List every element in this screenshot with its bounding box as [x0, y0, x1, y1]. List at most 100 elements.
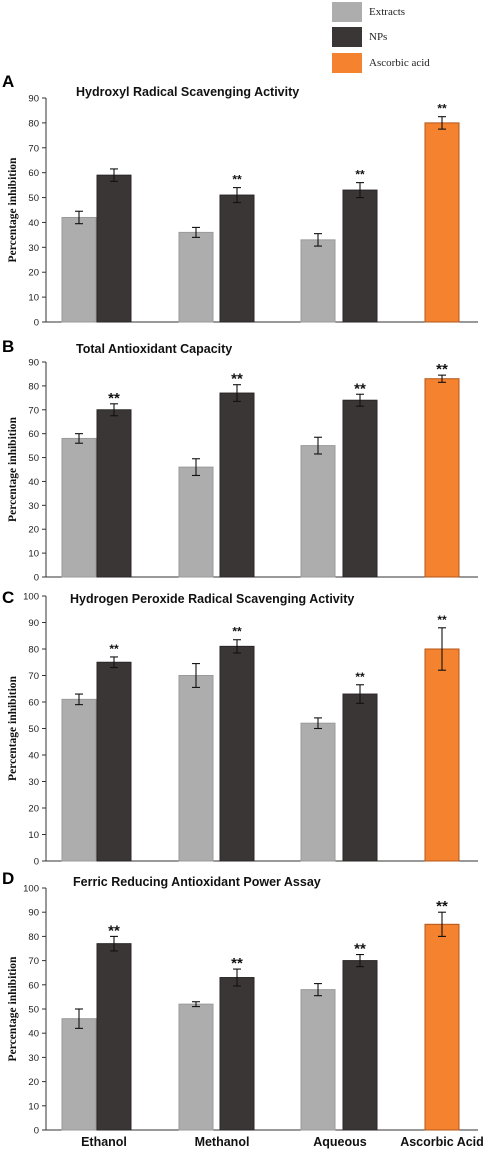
- legend-swatch-nps: [332, 27, 362, 47]
- y-axis-label-d: Percentage inhibition: [7, 956, 19, 1061]
- bar-b-extracts-ethanol: [61, 437, 97, 578]
- panel-title-b: Total Antioxidant Capacity: [76, 342, 232, 356]
- y-tick-label-a: 30: [28, 243, 39, 254]
- legend-item-ascorbic-acid: Ascorbic acid: [332, 53, 430, 73]
- significance-marker-b-ethanol: **: [108, 390, 120, 407]
- y-axis-label-c: Percentage inhibition: [7, 675, 19, 780]
- y-tick-label-c: 50: [28, 724, 39, 735]
- y-tick-label-a: 0: [34, 318, 39, 329]
- y-tick-label-d: 70: [28, 956, 39, 967]
- bar-c-nps-methanol: [219, 645, 255, 862]
- y-tick-label-d: 30: [28, 1053, 39, 1064]
- bar-c-extracts-aqueous: [300, 722, 336, 862]
- bar-c-nps-aqueous: [342, 693, 378, 862]
- x-label-ascorbic-acid: Ascorbic Acid: [400, 1135, 484, 1149]
- bar-b-nps-methanol: [219, 392, 255, 578]
- y-tick-label-a: 50: [28, 193, 39, 204]
- bar-a-nps-ethanol: [96, 174, 132, 323]
- panel-letter-a: A: [2, 72, 14, 91]
- bar-c-extracts-ethanol: [61, 698, 97, 862]
- panel-title-c: Hydrogen Peroxide Radical Scavenging Act…: [70, 592, 354, 606]
- y-tick-label-c: 20: [28, 804, 39, 815]
- legend-item-nps: NPs: [332, 27, 387, 47]
- y-tick-label-d: 60: [28, 980, 39, 991]
- y-tick-label-d: 40: [28, 1029, 39, 1040]
- y-tick-label-a: 70: [28, 143, 39, 154]
- panel-letter-d: D: [2, 869, 14, 888]
- significance-marker-c-methanol: **: [232, 625, 242, 639]
- y-tick-label-b: 70: [28, 405, 39, 416]
- bar-b-nps-ethanol: [96, 409, 132, 578]
- panel-c: C Hydrogen Peroxide Radical Scavenging Ac…: [2, 588, 478, 868]
- significance-marker-b-aqueous: **: [354, 380, 366, 397]
- y-tick-label-d: 50: [28, 1005, 39, 1016]
- y-tick-label-c: 60: [28, 698, 39, 709]
- y-tick-label-c: 100: [23, 592, 39, 603]
- y-tick-label-c: 30: [28, 777, 39, 788]
- x-category-labels: Ethanol Methanol Aqueous Ascorbic Acid: [81, 1135, 484, 1149]
- significance-marker-d-methanol: **: [231, 955, 243, 972]
- y-tick-label-b: 80: [28, 381, 39, 392]
- bar-c-extracts-methanol: [178, 675, 214, 862]
- bar-d-extracts-aqueous: [300, 989, 336, 1131]
- y-tick-label-a: 10: [28, 293, 39, 304]
- y-tick-label-d: 20: [28, 1077, 39, 1088]
- bar-d-extracts-methanol: [178, 1003, 214, 1131]
- significance-marker-a-ascorbic-acid: **: [437, 102, 447, 116]
- significance-marker-d-aqueous: **: [354, 941, 366, 958]
- y-tick-label-a: 40: [28, 218, 39, 229]
- significance-marker-b-ascorbic-acid: **: [436, 361, 448, 378]
- y-axis-label-a: Percentage inhibition: [7, 157, 19, 262]
- x-label-ethanol: Ethanol: [81, 1135, 127, 1149]
- y-tick-label-b: 40: [28, 477, 39, 488]
- bar-c-ascorbic-acid-ascorbic-acid: [424, 648, 460, 862]
- significance-marker-c-ascorbic-acid: **: [437, 613, 447, 627]
- y-tick-label-a: 80: [28, 118, 39, 129]
- bar-d-nps-methanol: [219, 977, 255, 1131]
- y-tick-label-a: 90: [28, 94, 39, 105]
- panel-title-d: Ferric Reducing Antioxidant Power Assay: [73, 875, 321, 889]
- significance-marker-c-ethanol: **: [109, 642, 119, 656]
- panel-a: A Hydroxyl Radical Scavenging Activity Per…: [2, 72, 478, 329]
- y-tick-label-b: 90: [28, 358, 39, 369]
- panel-letter-c: C: [2, 588, 14, 607]
- bar-d-nps-aqueous: [342, 960, 378, 1131]
- y-tick-label-b: 10: [28, 549, 39, 560]
- y-tick-label-b: 0: [34, 573, 39, 584]
- significance-marker-c-aqueous: **: [355, 670, 365, 684]
- y-tick-label-d: 100: [23, 884, 39, 895]
- y-tick-label-d: 0: [34, 1126, 39, 1137]
- y-tick-label-b: 60: [28, 429, 39, 440]
- bar-d-ascorbic-acid-ascorbic-acid: [424, 923, 460, 1131]
- significance-marker-a-methanol: **: [232, 173, 242, 187]
- bar-d-extracts-ethanol: [61, 1018, 97, 1131]
- panel-title-a: Hydroxyl Radical Scavenging Activity: [76, 85, 299, 99]
- legend: Extracts NPs Ascorbic acid: [332, 2, 430, 73]
- panel-b: B Total Antioxidant Capacity Percentage in…: [2, 337, 478, 584]
- significance-marker-b-methanol: **: [231, 371, 243, 388]
- legend-swatch-ascorbic-acid: [332, 53, 362, 73]
- y-tick-label-d: 80: [28, 932, 39, 943]
- y-tick-label-c: 80: [28, 645, 39, 656]
- significance-marker-d-ethanol: **: [108, 922, 120, 939]
- bar-a-extracts-methanol: [178, 231, 214, 323]
- bar-a-nps-aqueous: [342, 189, 378, 323]
- bar-a-nps-methanol: [219, 194, 255, 323]
- y-axis-label-b: Percentage inhibition: [7, 416, 19, 521]
- bar-d-nps-ethanol: [96, 943, 132, 1131]
- y-tick-label-c: 10: [28, 830, 39, 841]
- y-tick-label-d: 90: [28, 908, 39, 919]
- y-tick-label-c: 40: [28, 751, 39, 762]
- y-tick-label-b: 30: [28, 501, 39, 512]
- bar-a-extracts-ethanol: [61, 216, 97, 323]
- y-tick-label-a: 60: [28, 168, 39, 179]
- legend-label-nps: NPs: [369, 31, 387, 43]
- chart-panels: A Hydroxyl Radical Scavenging Activity Per…: [2, 72, 478, 1137]
- y-tick-label-b: 20: [28, 525, 39, 536]
- y-tick-label-c: 70: [28, 671, 39, 682]
- legend-label-ascorbic-acid: Ascorbic acid: [369, 57, 430, 69]
- legend-item-extracts: Extracts: [332, 2, 405, 22]
- bar-b-extracts-aqueous: [300, 445, 336, 578]
- bar-b-extracts-methanol: [178, 466, 214, 578]
